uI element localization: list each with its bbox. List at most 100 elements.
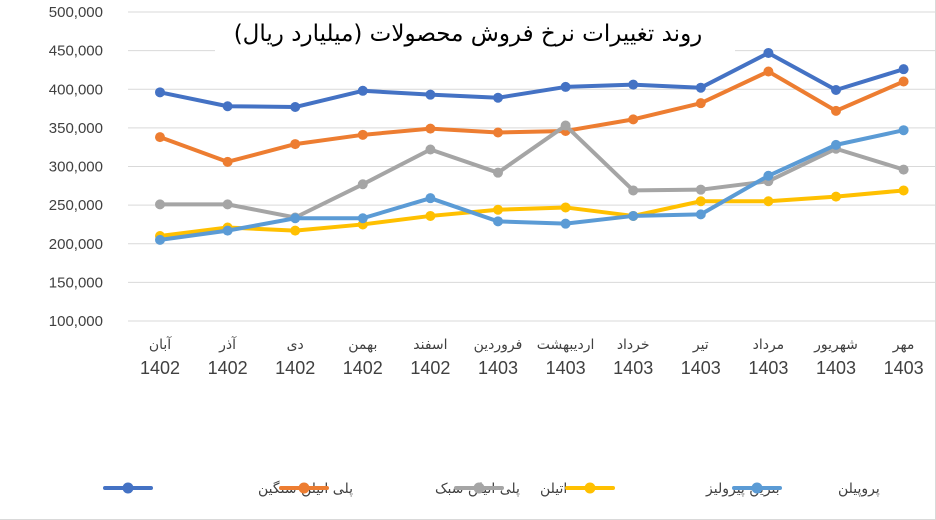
series-line (158, 50, 906, 110)
y-tick-label: 200,000 (49, 236, 103, 253)
data-point (898, 185, 909, 196)
data-point (155, 87, 165, 98)
legend-swatch-marker (584, 482, 596, 494)
x-tick-month-label: بهمن (348, 337, 377, 353)
data-point (628, 79, 639, 90)
data-point (831, 191, 841, 202)
legend-swatch-marker (473, 482, 485, 494)
data-point (290, 225, 301, 236)
data-point (831, 139, 841, 150)
data-point (155, 199, 165, 210)
y-tick-label: 250,000 (49, 197, 103, 214)
data-point (831, 105, 841, 116)
data-point (898, 125, 909, 136)
data-point (493, 216, 503, 227)
series-line (158, 123, 906, 220)
data-point (425, 210, 436, 221)
data-point (898, 64, 909, 75)
x-tick-month-label: خرداد (617, 337, 650, 353)
legend-label: اتیلن (540, 481, 567, 497)
data-point (357, 129, 368, 140)
series-group (155, 66, 909, 167)
x-tick-month-label: آذر (218, 336, 237, 353)
series-group (155, 47, 909, 113)
series-line (158, 128, 906, 242)
data-point (493, 127, 503, 138)
data-point (831, 85, 841, 96)
series-group (155, 125, 909, 245)
data-point (357, 179, 368, 190)
data-point (290, 213, 301, 224)
data-point (695, 184, 706, 195)
x-tick-year-label: 1403 (478, 358, 518, 378)
data-point (222, 199, 233, 210)
data-point (425, 123, 436, 134)
x-tick-year-label: 1402 (275, 358, 315, 378)
x-tick-year-label: 1402 (343, 358, 383, 378)
legend-swatch-marker (751, 482, 763, 494)
data-point (155, 132, 165, 143)
data-point (493, 92, 503, 103)
y-tick-label: 150,000 (49, 274, 103, 291)
x-tick-year-label: 1402 (208, 358, 248, 378)
data-point (493, 204, 503, 215)
data-point (155, 234, 165, 245)
data-point (290, 139, 301, 150)
x-tick-month-label: مرداد (753, 337, 785, 353)
series-lines (155, 47, 909, 245)
data-point (560, 202, 571, 213)
legend-item: پروپیلن (732, 481, 880, 497)
x-tick-month-label: اسفند (413, 337, 447, 353)
data-point (560, 218, 571, 229)
data-point (222, 101, 233, 112)
series-line (158, 69, 906, 164)
legend-label: پروپیلن (838, 481, 880, 497)
x-tick-year-label: 1403 (681, 358, 721, 378)
data-point (695, 209, 706, 220)
data-point (898, 76, 909, 87)
chart-title: روند تغییرات نرخ فروش محصولات (میلیارد ر… (234, 21, 703, 47)
data-point (695, 98, 706, 109)
title-area: روند تغییرات نرخ فروش محصولات (میلیارد ر… (215, 14, 735, 54)
data-point (222, 225, 233, 236)
data-point (560, 120, 571, 131)
data-point (763, 170, 774, 181)
data-point (425, 193, 436, 204)
x-tick-year-label: 1402 (410, 358, 450, 378)
gridlines (128, 11, 935, 322)
data-point (425, 89, 436, 100)
x-tick-year-label: 1402 (140, 358, 180, 378)
x-tick-month-label: اردیبهشت (537, 337, 595, 353)
data-point (628, 114, 639, 125)
legend-swatch-marker (298, 482, 310, 494)
data-point (222, 156, 233, 167)
y-tick-label: 400,000 (49, 81, 103, 98)
data-point (628, 185, 639, 196)
x-tick-year-label: 1403 (613, 358, 653, 378)
y-tick-label: 100,000 (49, 313, 103, 330)
data-point (695, 196, 706, 207)
data-point (898, 164, 909, 175)
y-tick-label: 350,000 (49, 120, 103, 137)
y-tick-label: 500,000 (49, 4, 103, 21)
legend-swatch-marker (122, 482, 134, 494)
data-point (695, 82, 706, 93)
data-point (763, 196, 774, 207)
title-background (215, 14, 735, 54)
data-point (628, 210, 639, 221)
data-point (357, 85, 368, 96)
data-point (357, 213, 368, 224)
data-point (493, 167, 503, 178)
legend-item: اتیلن (454, 481, 567, 497)
x-tick-year-label: 1403 (546, 358, 586, 378)
data-point (763, 47, 774, 58)
x-axis: آبان 1402 آذر 1402 دی 1402 بهمن 1402 اسفند 1402 فر… (140, 336, 924, 378)
x-tick-year-label: 1403 (816, 358, 856, 378)
x-tick-month-label: شهریور (813, 337, 858, 353)
data-point (763, 66, 774, 77)
x-tick-month-label: آبان (149, 336, 172, 353)
series-line (158, 188, 906, 239)
